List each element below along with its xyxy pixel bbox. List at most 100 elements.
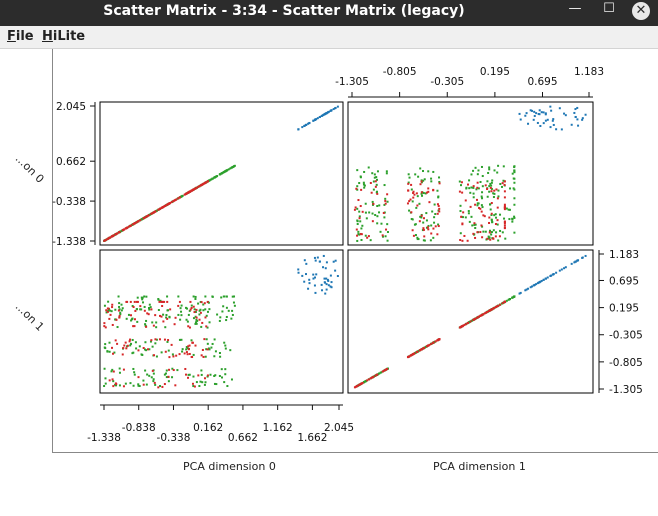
point-dim0-vs-dim1 [163, 338, 166, 341]
point-dim0-vs-dim1 [151, 345, 154, 348]
point-dim0-vs-dim1 [103, 325, 106, 328]
point-dim0-vs-dim1 [164, 350, 167, 353]
point-dim1-vs-dim0 [563, 112, 566, 115]
point-dim0-vs-dim1 [160, 315, 163, 318]
point-dim0-vs-dim1 [157, 298, 160, 301]
point-dim0-vs-dim1 [155, 326, 158, 329]
point-dim1-vs-dim0 [490, 184, 493, 187]
point-dim0-dim0 [315, 118, 318, 121]
point-dim0-vs-dim1 [144, 341, 147, 344]
menu-file[interactable]: File [7, 29, 34, 44]
point-dim0-vs-dim1 [214, 374, 217, 377]
point-dim1-vs-dim0 [381, 235, 384, 238]
point-dim0-vs-dim1 [118, 371, 121, 374]
point-dim0-vs-dim1 [164, 326, 167, 329]
point-dim0-vs-dim1 [162, 320, 165, 323]
point-dim1-vs-dim0 [359, 175, 362, 178]
point-dim0-vs-dim1 [180, 304, 183, 307]
point-dim1-vs-dim0 [491, 221, 494, 224]
point-dim0-vs-dim1 [151, 321, 154, 324]
point-dim0-vs-dim1 [227, 309, 230, 312]
point-dim0-vs-dim1 [114, 308, 117, 311]
point-dim0-vs-dim1 [214, 350, 217, 353]
point-dim0-vs-dim1 [174, 316, 177, 319]
point-dim1-vs-dim0 [414, 234, 417, 237]
point-dim0-vs-dim1 [321, 289, 324, 292]
point-dim1-vs-dim0 [356, 223, 359, 226]
point-dim1-vs-dim0 [427, 170, 430, 173]
point-dim0-dim0 [163, 205, 166, 208]
point-dim0-dim0 [231, 166, 234, 169]
maximize-button[interactable]: ☐ [596, 0, 622, 22]
point-dim0-vs-dim1 [111, 323, 114, 326]
point-dim1-vs-dim0 [538, 109, 541, 112]
point-dim1-vs-dim0 [438, 182, 441, 185]
point-dim1-vs-dim0 [432, 227, 435, 230]
dim1-top-tick-label: 0.195 [480, 66, 510, 78]
point-dim1-dim1 [354, 385, 357, 388]
point-dim1-vs-dim0 [484, 184, 487, 187]
point-dim1-dim1 [462, 324, 465, 327]
point-dim0-vs-dim1 [136, 296, 139, 299]
point-dim0-vs-dim1 [308, 282, 311, 285]
point-dim0-vs-dim1 [178, 300, 181, 303]
point-dim1-vs-dim0 [486, 188, 489, 191]
point-dim0-dim0 [225, 169, 228, 172]
point-dim1-vs-dim0 [355, 228, 358, 231]
point-dim0-vs-dim1 [221, 376, 224, 379]
point-dim1-vs-dim0 [408, 200, 411, 203]
point-dim1-vs-dim0 [525, 112, 528, 115]
point-dim0-vs-dim1 [314, 291, 317, 294]
minimize-button[interactable]: — [562, 0, 588, 22]
close-button[interactable]: ✕ [628, 0, 654, 22]
point-dim1-dim1 [376, 373, 379, 376]
dim1-right-tick-label: -0.305 [609, 330, 643, 342]
point-dim0-vs-dim1 [132, 306, 135, 309]
point-dim1-dim1 [483, 312, 486, 315]
point-dim1-vs-dim0 [474, 203, 477, 206]
point-dim0-vs-dim1 [312, 277, 315, 280]
menu-hilite[interactable]: HiLite [42, 29, 85, 44]
point-dim0-vs-dim1 [332, 260, 335, 263]
point-dim1-vs-dim0 [376, 222, 379, 225]
point-dim0-dim0 [188, 190, 191, 193]
point-dim1-vs-dim0 [467, 210, 470, 213]
point-dim1-vs-dim0 [410, 188, 413, 191]
point-dim0-vs-dim1 [178, 338, 181, 341]
point-dim1-vs-dim0 [472, 169, 475, 172]
point-dim0-vs-dim1 [303, 280, 306, 283]
dim0-bottom-tick-label: -0.338 [157, 432, 191, 444]
point-dim0-vs-dim1 [226, 385, 229, 388]
point-dim1-vs-dim0 [438, 210, 441, 213]
point-dim0-dim0 [161, 206, 164, 209]
point-dim0-dim0 [145, 215, 148, 218]
point-dim0-dim0 [312, 119, 315, 122]
point-dim0-vs-dim1 [140, 308, 143, 311]
point-dim0-vs-dim1 [325, 261, 328, 264]
point-dim1-vs-dim0 [420, 180, 423, 183]
point-dim0-vs-dim1 [231, 309, 234, 312]
point-dim1-vs-dim0 [458, 190, 461, 193]
point-dim0-dim0 [313, 118, 316, 121]
point-dim1-dim1 [518, 292, 521, 295]
point-dim1-vs-dim0 [513, 171, 516, 174]
point-dim1-vs-dim0 [504, 237, 507, 240]
point-dim1-vs-dim0 [384, 202, 387, 205]
point-dim1-dim1 [546, 276, 549, 279]
point-dim0-vs-dim1 [161, 304, 164, 307]
point-dim1-vs-dim0 [408, 176, 411, 179]
point-dim0-vs-dim1 [103, 385, 106, 388]
point-dim0-vs-dim1 [334, 259, 337, 262]
point-dim1-vs-dim0 [386, 223, 389, 226]
point-dim0-vs-dim1 [207, 301, 210, 304]
point-dim1-vs-dim0 [459, 232, 462, 235]
point-dim1-vs-dim0 [433, 216, 436, 219]
point-dim1-vs-dim0 [358, 215, 361, 218]
point-dim1-dim1 [434, 340, 437, 343]
point-dim1-vs-dim0 [496, 197, 499, 200]
point-dim1-vs-dim0 [364, 202, 367, 205]
point-dim0-dim0 [150, 212, 153, 215]
point-dim0-vs-dim1 [303, 259, 306, 262]
point-dim0-vs-dim1 [206, 326, 209, 329]
